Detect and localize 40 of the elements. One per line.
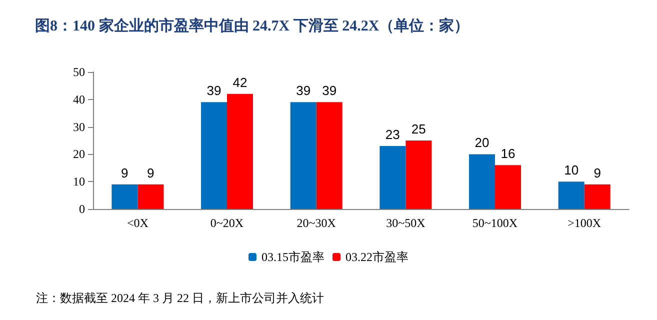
- data-label: 23: [385, 126, 400, 142]
- text: 注：数据截至 2024 年 3 月 22 日，新上市公司并入统计: [36, 291, 324, 305]
- legend-label: 03.15市盈率: [262, 250, 324, 264]
- bar: [495, 165, 521, 209]
- data-label: 10: [564, 162, 579, 178]
- x-tick-label: 20~30X: [296, 216, 336, 230]
- x-tick-label: >100X: [568, 216, 602, 230]
- x-tick-label: 0~20X: [210, 216, 244, 230]
- bar: [290, 102, 316, 209]
- bar: [584, 184, 610, 209]
- bar: [316, 102, 342, 209]
- data-label: 25: [411, 122, 426, 136]
- y-tick-label: 30: [73, 120, 85, 134]
- y-tick-label: 50: [73, 65, 85, 79]
- data-label: 9: [121, 165, 128, 180]
- y-tick-label: 0: [79, 202, 85, 216]
- chart-title: 图8：140 家企业的市盈率中值由 24.7X 下滑至 24.2X（单位：家）: [35, 16, 470, 34]
- bar: [558, 182, 584, 209]
- y-tick-label: 20: [73, 147, 85, 162]
- data-label: 39: [206, 83, 222, 98]
- bar: [380, 146, 406, 209]
- data-label: 9: [147, 165, 154, 180]
- data-label: 39: [322, 83, 337, 98]
- data-label: 9: [594, 165, 601, 180]
- data-label: 39: [296, 83, 311, 98]
- legend-label: 03.22市盈率: [346, 250, 408, 264]
- bar: [406, 140, 432, 209]
- bar: [112, 184, 138, 209]
- data-label: 20: [474, 135, 490, 150]
- x-tick-label: 30~50X: [386, 216, 426, 230]
- x-tick-label: <0X: [126, 216, 149, 230]
- bar: [201, 102, 227, 209]
- data-label: 16: [500, 146, 516, 162]
- bar: [138, 184, 164, 209]
- bar: [469, 154, 495, 209]
- bar: [227, 94, 253, 209]
- data-label: 42: [232, 74, 248, 90]
- y-tick-label: 10: [73, 174, 85, 189]
- x-tick-label: 50~100X: [472, 216, 518, 230]
- y-tick-label: 40: [73, 92, 85, 106]
